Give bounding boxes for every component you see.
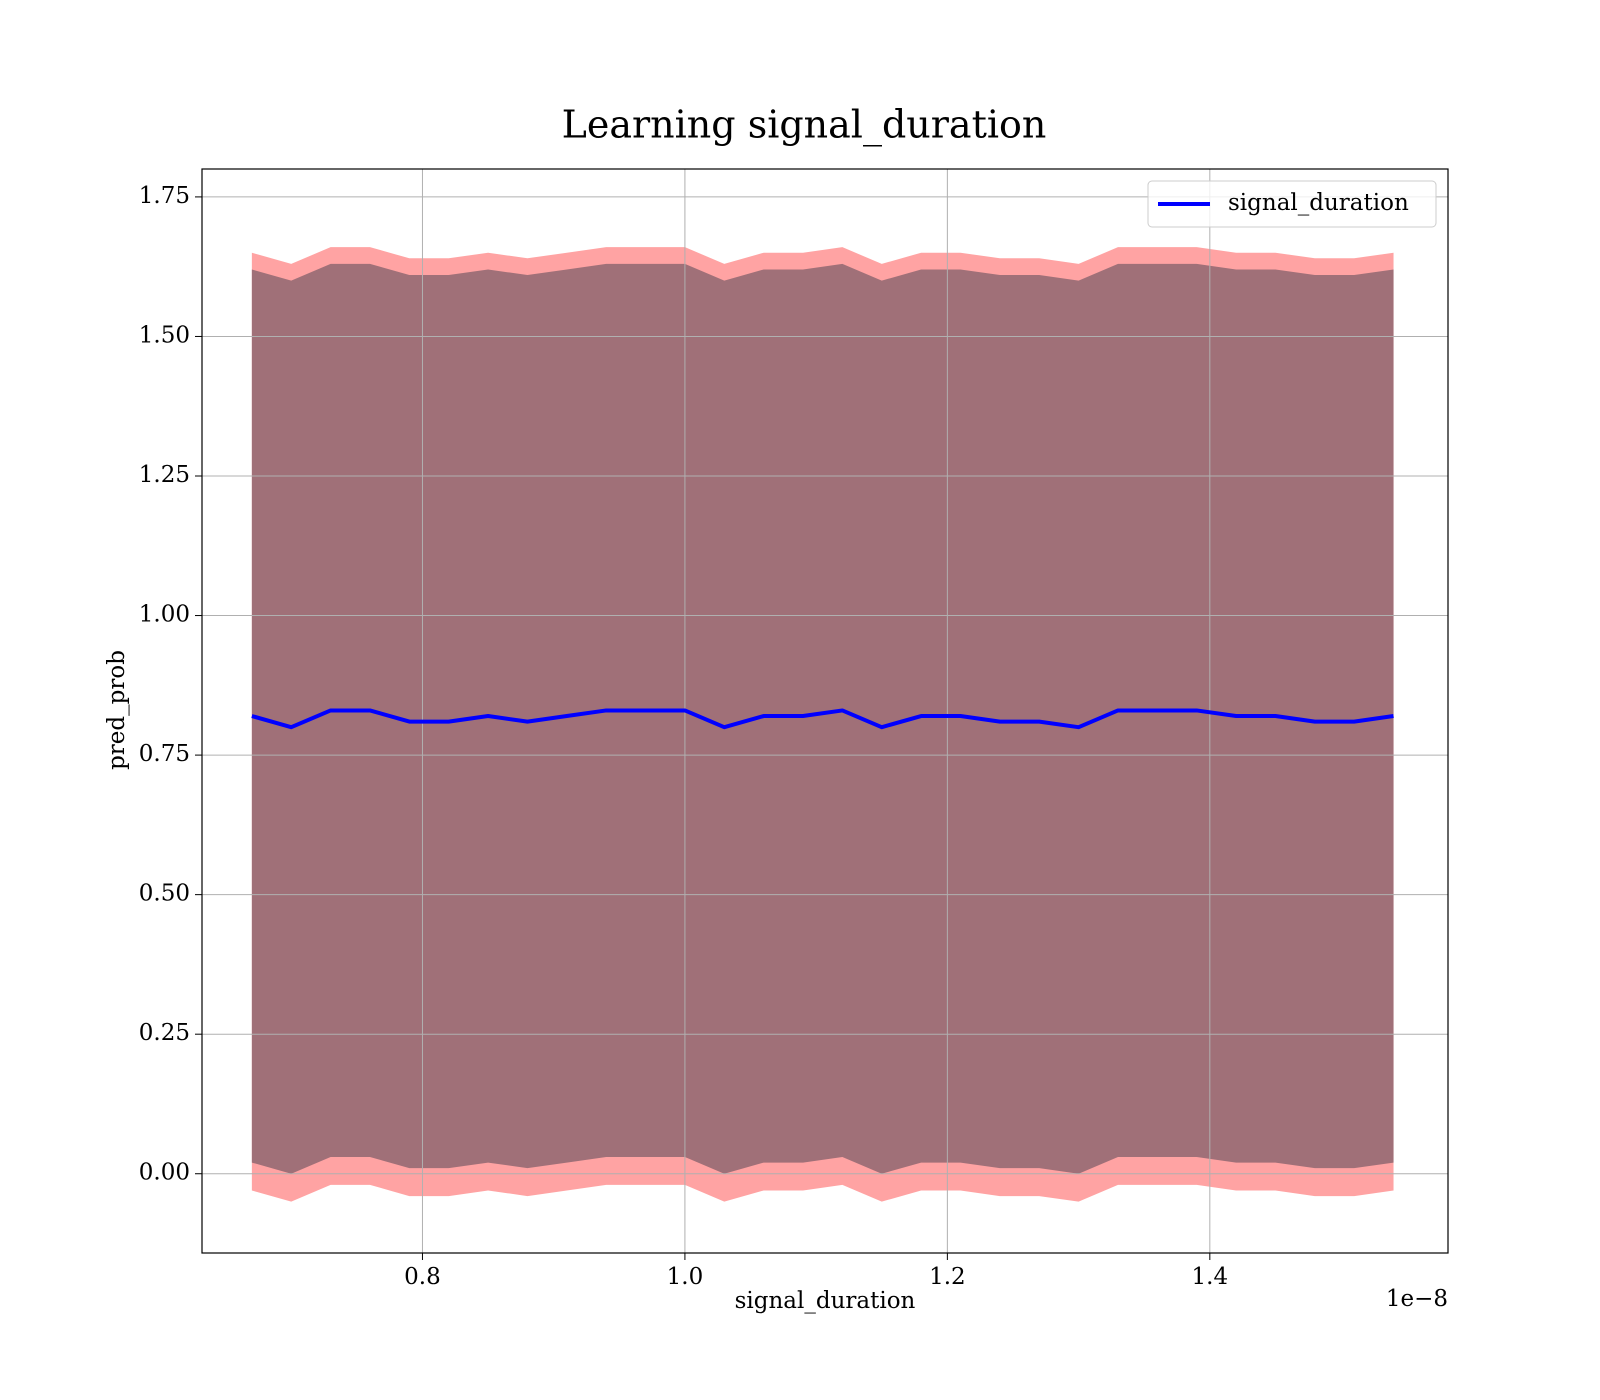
y-tick-label: 1.25 — [139, 462, 190, 488]
legend-label: signal_duration — [1228, 190, 1409, 216]
y-axis-label: pred_prob — [104, 650, 130, 770]
y-tick-label: 0.00 — [139, 1160, 190, 1186]
chart-title: Learning signal_duration — [562, 103, 1047, 148]
y-tick-label: 1.50 — [139, 322, 190, 348]
x-offset-label: 1e−8 — [1386, 1286, 1448, 1312]
x-tick-label: 0.8 — [404, 1264, 441, 1290]
band — [251, 263, 1394, 1174]
x-tick-label: 1.4 — [1192, 1264, 1229, 1290]
x-tick-label: 1.2 — [929, 1264, 966, 1290]
y-tick-label: 1.75 — [139, 183, 190, 209]
line — [251, 708, 1394, 730]
y-tick-label: 0.50 — [139, 881, 190, 907]
y-tick-label: 1.00 — [139, 602, 190, 628]
y-tick-label: 0.75 — [139, 741, 190, 767]
x-tick-label: 1.0 — [667, 1264, 704, 1290]
x-axis-label: signal_duration — [735, 1288, 916, 1314]
plot-frame — [201, 168, 1449, 1254]
y-tick-label: 0.25 — [139, 1020, 190, 1046]
legend-box — [1147, 180, 1437, 228]
